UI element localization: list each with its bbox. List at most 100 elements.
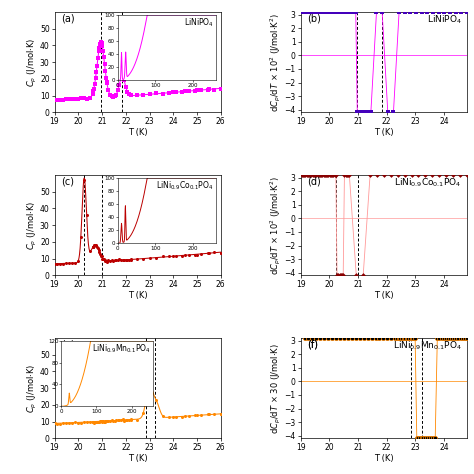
- Point: [356, 109, 364, 116]
- Point: [338, 8, 346, 16]
- Point: [178, 88, 186, 96]
- Point: [316, 171, 324, 179]
- Point: [364, 334, 372, 342]
- Point: [301, 171, 308, 179]
- Point: [344, 171, 352, 179]
- Point: [178, 413, 186, 420]
- Point: [91, 418, 99, 425]
- Point: [185, 412, 192, 420]
- Point: [449, 171, 457, 179]
- Point: [68, 95, 76, 103]
- Point: [95, 418, 102, 425]
- X-axis label: T (K): T (K): [374, 291, 393, 300]
- Point: [111, 417, 118, 424]
- Point: [185, 87, 192, 95]
- Y-axis label: $C_p$ (J/mol$\cdot$K): $C_p$ (J/mol$\cdot$K): [26, 201, 38, 250]
- Point: [305, 171, 313, 179]
- Point: [198, 250, 205, 257]
- Point: [170, 413, 177, 420]
- Point: [133, 255, 141, 263]
- Point: [413, 435, 420, 442]
- Point: [165, 413, 173, 421]
- Point: [112, 91, 120, 99]
- Point: [317, 8, 324, 16]
- Point: [320, 171, 328, 179]
- Point: [217, 85, 225, 92]
- Point: [89, 90, 96, 98]
- Point: [124, 256, 131, 264]
- Point: [97, 38, 105, 46]
- Point: [98, 418, 105, 425]
- Point: [336, 272, 343, 279]
- Point: [304, 171, 311, 179]
- Point: [103, 258, 110, 265]
- Point: [92, 74, 100, 82]
- Point: [198, 411, 205, 419]
- Point: [348, 334, 356, 342]
- Point: [343, 171, 351, 179]
- Point: [86, 247, 93, 255]
- Point: [310, 8, 318, 16]
- Point: [98, 253, 105, 260]
- Point: [309, 8, 316, 16]
- Text: (c): (c): [61, 177, 74, 187]
- Point: [99, 255, 107, 263]
- Point: [317, 334, 324, 342]
- Point: [133, 91, 141, 99]
- Point: [452, 8, 459, 16]
- Point: [77, 419, 85, 427]
- Point: [105, 86, 112, 94]
- Point: [198, 86, 205, 93]
- Point: [65, 95, 73, 102]
- Y-axis label: d$C_p$/d$T$ $\times$ 10$^2$ (J/mol$\cdot$K$^2$): d$C_p$/d$T$ $\times$ 10$^2$ (J/mol$\cdot…: [269, 176, 283, 274]
- Point: [364, 109, 372, 116]
- Point: [299, 171, 307, 179]
- Point: [384, 109, 392, 116]
- Point: [337, 272, 345, 279]
- Point: [410, 334, 417, 342]
- Point: [116, 417, 123, 424]
- Point: [459, 334, 466, 342]
- Point: [99, 418, 106, 425]
- Point: [423, 435, 430, 442]
- Point: [448, 334, 456, 342]
- Point: [205, 86, 213, 93]
- Point: [146, 90, 154, 98]
- Point: [114, 87, 122, 94]
- Point: [367, 109, 374, 116]
- Point: [153, 396, 160, 404]
- Point: [396, 334, 404, 342]
- Point: [309, 334, 316, 342]
- Point: [419, 435, 427, 442]
- Point: [100, 418, 108, 426]
- Point: [329, 171, 337, 179]
- Point: [356, 334, 364, 342]
- Point: [359, 272, 367, 279]
- Point: [92, 418, 100, 426]
- Point: [106, 418, 114, 425]
- Point: [376, 334, 383, 342]
- Point: [95, 418, 103, 425]
- Point: [96, 250, 104, 257]
- Point: [418, 8, 426, 16]
- Point: [172, 88, 180, 96]
- Point: [116, 255, 123, 263]
- Point: [411, 334, 419, 342]
- Point: [328, 334, 336, 342]
- Point: [140, 255, 147, 263]
- Point: [453, 334, 460, 342]
- Point: [193, 411, 201, 419]
- Point: [455, 334, 462, 342]
- Point: [327, 8, 334, 16]
- Point: [153, 254, 160, 262]
- Point: [373, 171, 381, 179]
- Point: [457, 334, 465, 342]
- Point: [100, 53, 108, 60]
- Point: [127, 256, 134, 264]
- Point: [65, 259, 73, 266]
- Point: [80, 176, 88, 184]
- Point: [119, 73, 127, 81]
- Point: [395, 334, 402, 342]
- Point: [91, 80, 99, 88]
- Point: [332, 171, 340, 179]
